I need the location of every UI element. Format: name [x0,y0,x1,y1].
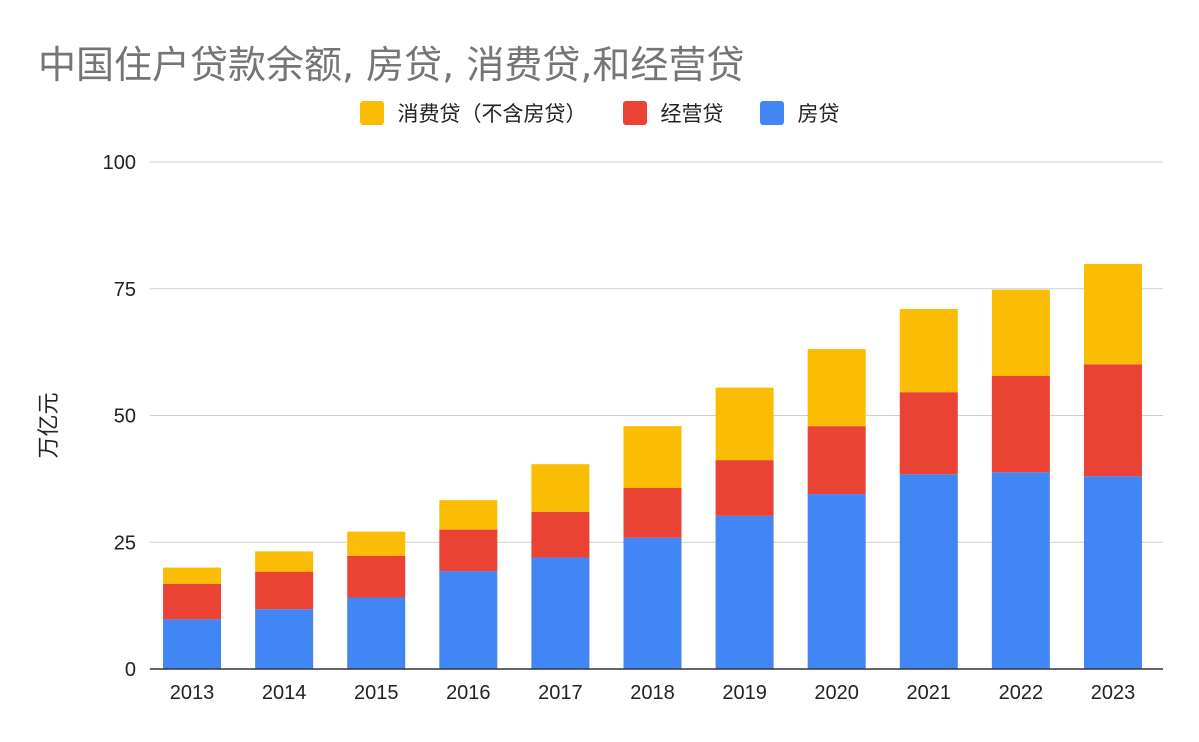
bar-segment-2021-2[interactable] [899,309,958,393]
x-tick-label: 2015 [354,682,399,704]
bar-segment-2013-2[interactable] [163,567,222,584]
bar-segment-2015-2[interactable] [347,531,406,556]
legend-label-business: 经营贷 [660,102,724,126]
legend-swatch-business [622,101,647,125]
x-tick-label: 2022 [999,682,1044,704]
bar-segment-2013-1[interactable] [163,583,222,620]
y-axis-ticks: 0 25 50 75 100 [103,152,136,681]
bar-segment-2022-1[interactable] [991,375,1050,473]
bar-segment-2019-2[interactable] [715,387,774,461]
bar-segment-2022-2[interactable] [991,289,1050,376]
legend: 消费贷（不含房贷） 经营贷 房贷 [0,96,1199,130]
bar-segment-2019-1[interactable] [715,460,774,516]
legend-label-consumer: 消费贷（不含房贷） [397,102,587,126]
x-tick-label: 2013 [170,682,215,704]
bar-segment-2017-1[interactable] [531,511,590,558]
legend-item-consumer-loans[interactable]: 消费贷（不含房贷） [359,98,587,128]
legend-item-business-loans[interactable]: 经营贷 [622,98,724,128]
legend-label-mortgage: 房贷 [797,102,840,126]
legend-item-mortgage[interactable]: 房贷 [759,98,840,128]
bar-segment-2018-2[interactable] [623,426,682,489]
bar-segment-2014-0[interactable] [255,609,314,669]
y-tick-label: 50 [114,406,136,428]
bar-segment-2015-1[interactable] [347,555,406,598]
x-tick-label: 2017 [538,682,583,704]
bar-segment-2013-0[interactable] [163,619,222,669]
x-tick-label: 2014 [262,682,307,704]
bar-segment-2018-1[interactable] [623,488,682,538]
bar-segment-2014-1[interactable] [255,571,314,610]
bars [163,263,1142,669]
bar-segment-2023-2[interactable] [1083,263,1142,365]
bar-segment-2020-2[interactable] [807,349,866,427]
bar-segment-2014-2[interactable] [255,551,314,572]
bar-segment-2020-0[interactable] [807,494,866,669]
x-axis-ticks: 2013 2014 2015 2016 2017 2018 2019 2020 2021 2022… [170,682,1135,704]
y-tick-label: 0 [125,659,136,681]
bar-segment-2016-0[interactable] [439,571,498,669]
bar-segment-2019-0[interactable] [715,515,774,669]
bar-segment-2018-0[interactable] [623,537,682,669]
x-tick-label: 2020 [814,682,859,704]
bar-segment-2016-1[interactable] [439,529,498,572]
x-tick-label: 2018 [630,682,675,704]
legend-swatch-mortgage [759,101,784,125]
x-tick-label: 2016 [446,682,491,704]
bar-segment-2015-0[interactable] [347,597,406,669]
bar-segment-2017-0[interactable] [531,557,590,669]
bar-segment-2021-1[interactable] [899,392,958,475]
bar-segment-2023-1[interactable] [1083,364,1142,477]
bar-segment-2020-1[interactable] [807,426,866,495]
legend-swatch-consumer [359,101,384,125]
bar-segment-2021-0[interactable] [899,474,958,669]
y-tick-label: 75 [114,279,136,301]
chart-title: 中国住户贷款余额, 房贷, 消费贷,和经营贷 [38,43,745,87]
x-tick-label: 2019 [722,682,767,704]
y-axis-label: 万亿元 [37,392,62,458]
y-tick-label: 100 [103,152,136,174]
bar-segment-2017-2[interactable] [531,464,590,512]
y-tick-label: 25 [114,532,136,554]
bar-segment-2023-0[interactable] [1083,476,1142,669]
bar-segment-2016-2[interactable] [439,500,498,530]
x-tick-label: 2021 [907,682,952,704]
bar-segment-2022-0[interactable] [991,472,1050,669]
x-tick-label: 2023 [1091,682,1136,704]
